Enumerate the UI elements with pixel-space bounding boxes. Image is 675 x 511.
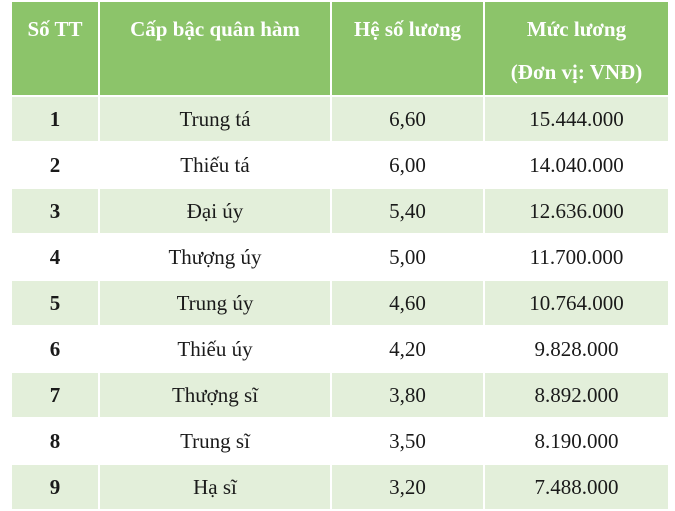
- table-cell: Thượng úy: [98, 233, 332, 281]
- table-cell: Trung úy: [98, 279, 332, 327]
- header-text: Mức lương: [526, 17, 627, 41]
- table-cell: 9: [10, 463, 100, 511]
- table-cell: 7: [10, 371, 100, 419]
- table-cell: 6: [10, 325, 100, 373]
- table-body: 1 Trung tá 6,60 15.444.000 2 Thiếu tá 6,00 14.0…: [10, 95, 670, 511]
- unit-note: (Đơn vị: VNĐ): [510, 60, 643, 84]
- table-cell: Thiếu tá: [98, 141, 332, 189]
- header-text: Cấp bậc quân hàm: [130, 17, 300, 41]
- header-cell: Cấp bậc quân hàm: [98, 0, 332, 97]
- table-cell: 7.488.000: [483, 463, 670, 511]
- page: Số TT Cấp bậc quân hàm Hệ số lương Mức l…: [10, 0, 670, 511]
- table-row: 8 Trung sĩ 3,50 8.190.000: [10, 417, 670, 465]
- table-row: 6 Thiếu úy 4,20 9.828.000: [10, 325, 670, 373]
- table-cell: 9.828.000: [483, 325, 670, 373]
- header-row: Số TT Cấp bậc quân hàm Hệ số lương Mức l…: [10, 0, 670, 97]
- table-cell: 4: [10, 233, 100, 281]
- table-row: 4 Thượng úy 5,00 11.700.000: [10, 233, 670, 281]
- table-cell: Thượng sĩ: [98, 371, 332, 419]
- table-cell: 12.636.000: [483, 187, 670, 235]
- table-cell: 8.190.000: [483, 417, 670, 465]
- table-cell: 1: [10, 95, 100, 143]
- table-cell: Thiếu úy: [98, 325, 332, 373]
- header-cell: Số TT: [10, 0, 100, 97]
- table-row: 2 Thiếu tá 6,00 14.040.000: [10, 141, 670, 189]
- table-cell: 4,60: [330, 279, 485, 327]
- table-row: 1 Trung tá 6,60 15.444.000: [10, 95, 670, 143]
- table-row: 5 Trung úy 4,60 10.764.000: [10, 279, 670, 327]
- table-cell: 10.764.000: [483, 279, 670, 327]
- table-cell: 3: [10, 187, 100, 235]
- table-cell: 3,20: [330, 463, 485, 511]
- table-cell: 15.444.000: [483, 95, 670, 143]
- table-header: Số TT Cấp bậc quân hàm Hệ số lương Mức l…: [10, 0, 670, 97]
- table-cell: 5: [10, 279, 100, 327]
- table-cell: 2: [10, 141, 100, 189]
- table-row: 3 Đại úy 5,40 12.636.000: [10, 187, 670, 235]
- table-row: 9 Hạ sĩ 3,20 7.488.000: [10, 463, 670, 511]
- header-text: Số TT: [27, 17, 83, 41]
- table-cell: 8.892.000: [483, 371, 670, 419]
- table-cell: Đại úy: [98, 187, 332, 235]
- table-cell: 5,00: [330, 233, 485, 281]
- table-cell: 11.700.000: [483, 233, 670, 281]
- table-cell: 8: [10, 417, 100, 465]
- salary-table: Số TT Cấp bậc quân hàm Hệ số lương Mức l…: [10, 0, 670, 511]
- table-cell: Hạ sĩ: [98, 463, 332, 511]
- table-cell: 3,50: [330, 417, 485, 465]
- table-cell: 5,40: [330, 187, 485, 235]
- header-cell: Mức lương (Đơn vị: VNĐ): [483, 0, 670, 97]
- table-cell: Trung sĩ: [98, 417, 332, 465]
- header-text: Hệ số lương: [353, 17, 462, 41]
- table-cell: 6,00: [330, 141, 485, 189]
- header-cell: Hệ số lương: [330, 0, 485, 97]
- table-row: 7 Thượng sĩ 3,80 8.892.000: [10, 371, 670, 419]
- table-cell: 14.040.000: [483, 141, 670, 189]
- table-cell: 6,60: [330, 95, 485, 143]
- table-cell: Trung tá: [98, 95, 332, 143]
- table-cell: 3,80: [330, 371, 485, 419]
- table-cell: 4,20: [330, 325, 485, 373]
